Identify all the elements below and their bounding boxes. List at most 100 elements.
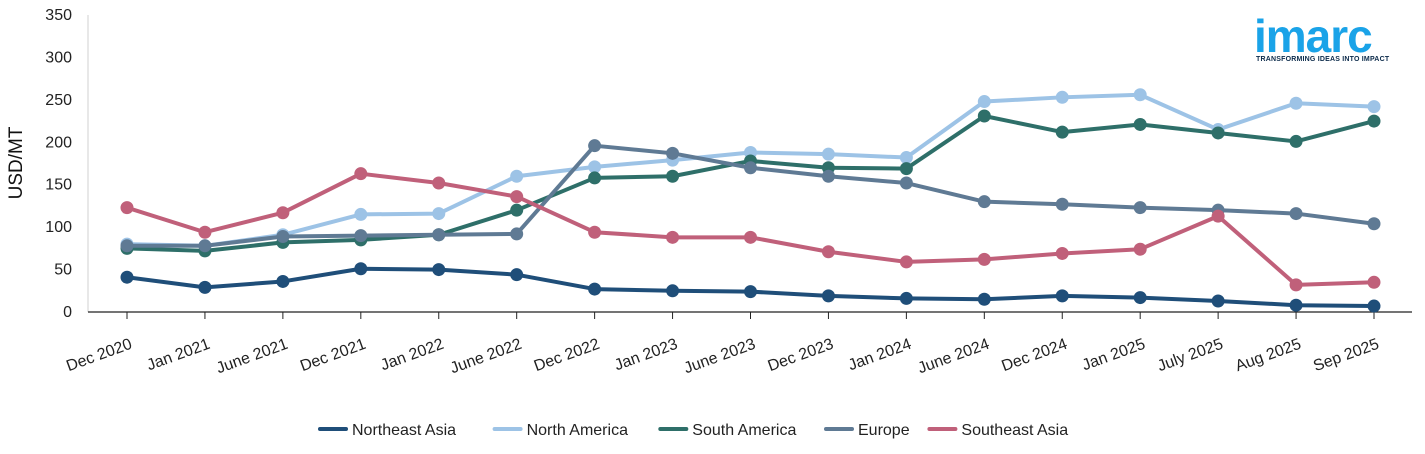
data-point[interactable]: [588, 160, 602, 174]
data-point[interactable]: [1133, 291, 1147, 305]
y-tick-label: 250: [45, 92, 72, 109]
data-point[interactable]: [1211, 294, 1225, 308]
data-point[interactable]: [354, 262, 368, 276]
data-point[interactable]: [744, 161, 757, 175]
data-point[interactable]: [977, 195, 991, 209]
y-axis: 0 50 100 150 200 250 300 350: [45, 7, 89, 321]
legend: Northeast Asia North America South America…: [318, 422, 1068, 439]
data-point[interactable]: [666, 230, 680, 244]
data-point[interactable]: [821, 245, 835, 259]
data-point[interactable]: [1133, 88, 1147, 102]
data-point[interactable]: [1055, 90, 1069, 104]
data-point[interactable]: [510, 227, 524, 241]
y-tick-label: 350: [45, 7, 72, 24]
data-point[interactable]: [588, 225, 602, 239]
data-point[interactable]: [977, 292, 991, 306]
data-point[interactable]: [977, 109, 991, 123]
data-point[interactable]: [1055, 289, 1069, 303]
legend-label: Northeast Asia: [352, 422, 456, 439]
data-point[interactable]: [1133, 201, 1147, 215]
data-point[interactable]: [198, 280, 212, 294]
data-point[interactable]: [120, 270, 134, 284]
data-point[interactable]: [588, 171, 602, 185]
x-axis: Dec 2020 Jan 2021 June 2021 Dec 2021 Jan 202…: [64, 311, 1412, 378]
data-point[interactable]: [666, 169, 680, 183]
x-tick-label: Jan 2021: [145, 336, 213, 375]
data-point[interactable]: [354, 167, 368, 181]
data-point[interactable]: [666, 284, 680, 298]
legend-item[interactable]: Northeast Asia: [318, 422, 456, 439]
data-point[interactable]: [198, 239, 212, 253]
data-point[interactable]: [120, 239, 134, 253]
data-point[interactable]: [1367, 299, 1381, 313]
data-point[interactable]: [432, 207, 446, 221]
data-point[interactable]: [276, 274, 290, 288]
data-point[interactable]: [977, 95, 991, 109]
data-point[interactable]: [588, 139, 602, 153]
data-point[interactable]: [1289, 207, 1303, 221]
data-point[interactable]: [1289, 96, 1303, 110]
y-tick-label: 300: [45, 49, 72, 66]
data-point[interactable]: [899, 151, 913, 165]
data-point[interactable]: [899, 162, 913, 176]
x-tick-label: Jan 2023: [612, 336, 680, 375]
x-tick-label: June 2024: [916, 336, 992, 378]
y-tick-label: 0: [63, 304, 72, 321]
legend-item[interactable]: South America: [658, 422, 796, 439]
data-point[interactable]: [1367, 275, 1381, 289]
data-point[interactable]: [821, 147, 835, 161]
data-point[interactable]: [899, 291, 913, 305]
data-point[interactable]: [432, 263, 446, 277]
data-point[interactable]: [354, 229, 368, 243]
data-point[interactable]: [432, 176, 446, 190]
data-point[interactable]: [666, 146, 680, 160]
data-point[interactable]: [1055, 125, 1069, 139]
x-tick-label: Dec 2020: [64, 336, 134, 375]
legend-item[interactable]: Southeast Asia: [927, 422, 1068, 439]
series-northeast-asia: [120, 262, 1381, 313]
data-point[interactable]: [1211, 126, 1225, 140]
data-point[interactable]: [1133, 117, 1147, 131]
data-point[interactable]: [432, 228, 446, 242]
logo-wordmark: imarc: [1254, 10, 1372, 62]
legend-item[interactable]: Europe: [824, 422, 910, 439]
data-point[interactable]: [276, 229, 290, 243]
data-point[interactable]: [510, 190, 524, 204]
legend-label: South America: [692, 422, 796, 439]
x-tick-label: July 2025: [1155, 336, 1225, 375]
data-point[interactable]: [1211, 209, 1225, 223]
data-point[interactable]: [744, 230, 757, 244]
logo-tagline: TRANSFORMING IDEAS INTO IMPACT: [1256, 56, 1390, 63]
legend-item[interactable]: North America: [492, 422, 628, 439]
data-point[interactable]: [1289, 298, 1303, 312]
data-point[interactable]: [1367, 114, 1381, 128]
data-point[interactable]: [1367, 100, 1381, 114]
data-point[interactable]: [1289, 134, 1303, 148]
data-point[interactable]: [198, 225, 212, 239]
data-point[interactable]: [821, 289, 835, 303]
data-point[interactable]: [354, 207, 368, 221]
data-point[interactable]: [821, 169, 835, 183]
data-point[interactable]: [1289, 278, 1303, 292]
data-point[interactable]: [510, 268, 524, 282]
data-point[interactable]: [977, 252, 991, 266]
data-point[interactable]: [588, 282, 602, 296]
x-tick-label: Jan 2024: [846, 336, 914, 375]
x-tick-label: Dec 2022: [532, 336, 602, 375]
data-point[interactable]: [510, 169, 524, 183]
data-point[interactable]: [1133, 242, 1147, 256]
data-point[interactable]: [276, 206, 290, 220]
series-southeast-asia: [120, 167, 1381, 292]
data-point[interactable]: [1367, 217, 1381, 231]
x-tick-label: Sep 2025: [1311, 336, 1381, 375]
x-tick-label: Dec 2023: [766, 336, 836, 375]
data-point[interactable]: [120, 201, 134, 215]
data-point[interactable]: [1055, 197, 1069, 211]
data-point[interactable]: [899, 255, 913, 269]
data-point[interactable]: [744, 285, 757, 299]
x-tick-label: Jan 2025: [1080, 336, 1148, 375]
data-point[interactable]: [510, 203, 524, 217]
data-point[interactable]: [1055, 246, 1069, 260]
data-point[interactable]: [899, 176, 913, 190]
